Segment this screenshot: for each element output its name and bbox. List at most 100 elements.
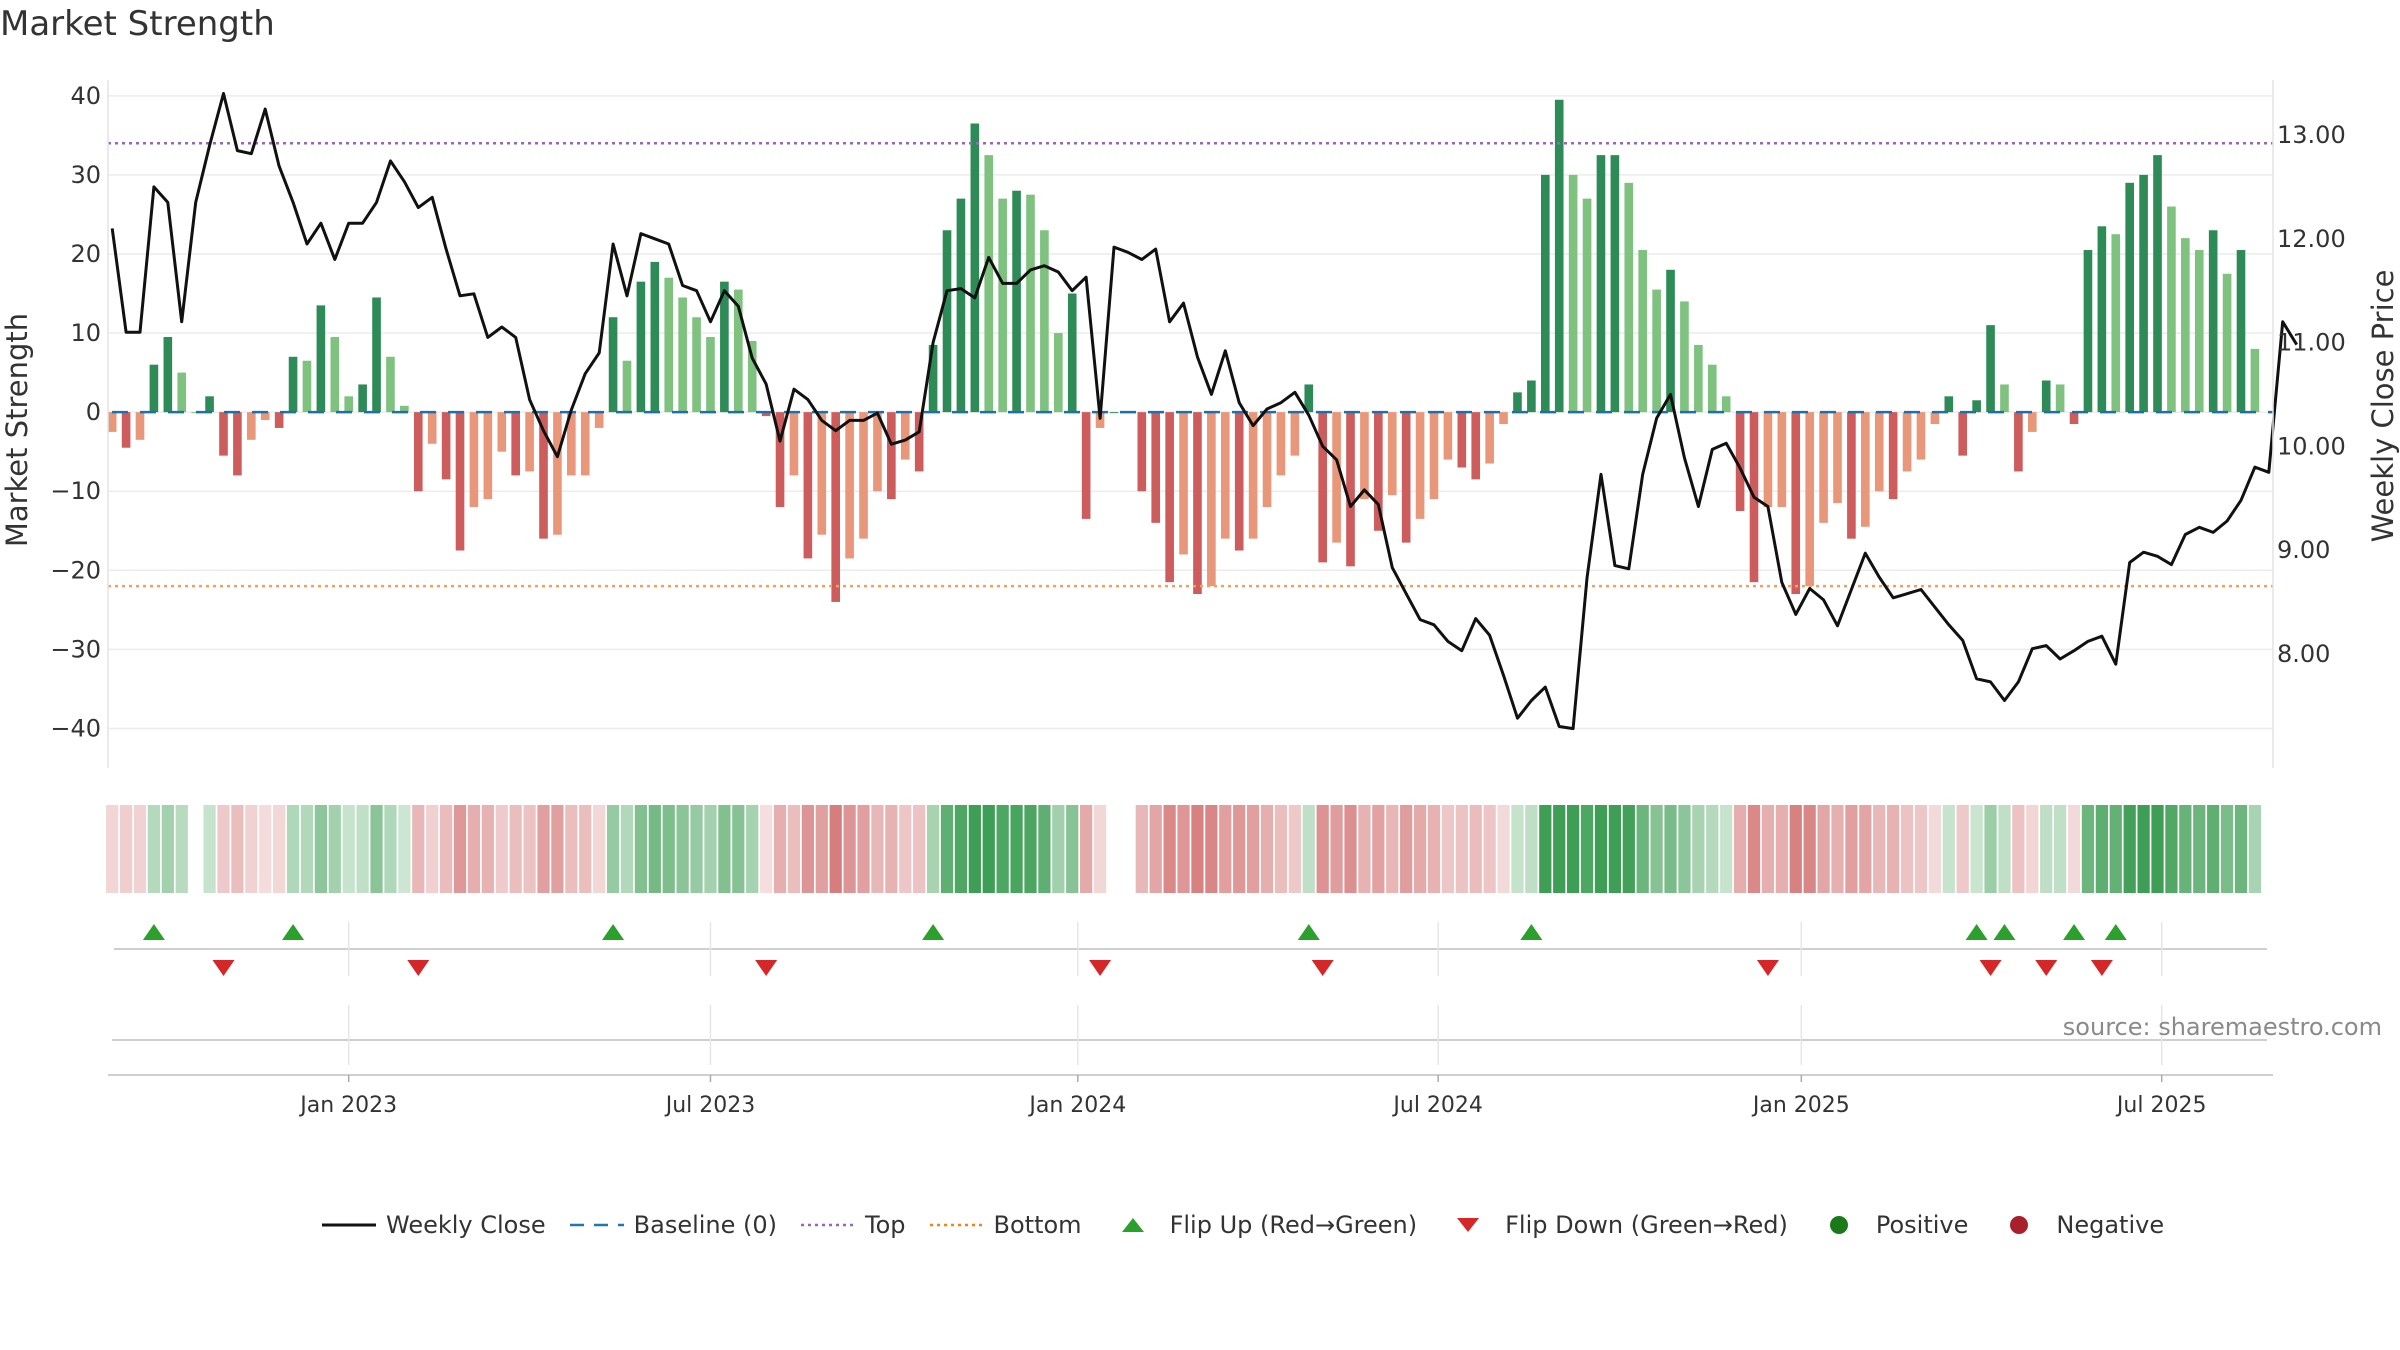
x-tick-label: Jul 2025 bbox=[2115, 1093, 2207, 1118]
strength-bar bbox=[1095, 412, 1105, 428]
legend-symbol-icon bbox=[799, 1215, 857, 1235]
strength-bar bbox=[1596, 155, 1606, 413]
strength-bar bbox=[1499, 412, 1508, 424]
flip-down-marker bbox=[755, 960, 778, 976]
strength-bar bbox=[2097, 226, 2107, 413]
strength-bar bbox=[1109, 412, 1119, 414]
source-label: source: sharemaestro.com bbox=[2062, 1013, 2382, 1041]
strength-bar bbox=[344, 396, 354, 413]
strip-cell bbox=[314, 805, 328, 893]
strength-bar bbox=[553, 412, 562, 535]
flip-down-marker bbox=[2090, 960, 2113, 976]
strip-cell bbox=[481, 805, 494, 893]
strength-bar bbox=[2236, 250, 2246, 413]
strip-cell bbox=[579, 805, 592, 893]
strength-bar bbox=[177, 372, 187, 413]
strength-bar bbox=[817, 412, 827, 535]
legend-label: Top bbox=[865, 1211, 906, 1239]
strength-bar bbox=[358, 384, 367, 413]
strength-bar bbox=[2027, 412, 2037, 432]
strip-cell bbox=[1149, 805, 1162, 893]
strength-bar bbox=[2222, 273, 2232, 413]
y2-tick-label: 9.00 bbox=[2277, 536, 2330, 564]
strength-bar bbox=[1874, 412, 1884, 492]
strip-cell bbox=[899, 805, 912, 893]
strength-bar bbox=[2250, 348, 2260, 413]
strip-cell bbox=[1817, 805, 1830, 893]
strength-bar bbox=[372, 297, 381, 413]
strength-bar bbox=[2000, 384, 2009, 413]
strip-cell bbox=[2081, 805, 2095, 893]
strip-cell bbox=[1066, 805, 1079, 893]
strip-cell bbox=[676, 805, 689, 893]
strip-cell bbox=[1108, 805, 1120, 893]
strength-bar bbox=[316, 305, 326, 413]
flip-down-marker bbox=[1756, 960, 1779, 976]
y2-tick-label: 8.00 bbox=[2277, 640, 2330, 668]
flip-down-marker bbox=[1311, 960, 1334, 976]
strength-bar bbox=[413, 412, 423, 492]
strip-cell bbox=[1900, 805, 1914, 893]
strength-bar bbox=[205, 396, 214, 413]
y2-tick-label: 10.00 bbox=[2277, 432, 2346, 460]
strip-cell bbox=[593, 805, 606, 893]
strength-bar bbox=[121, 412, 131, 448]
strip-cell bbox=[1636, 805, 1649, 893]
strength-bar bbox=[873, 412, 882, 492]
strip-cell bbox=[286, 805, 300, 893]
strength-bar bbox=[1763, 412, 1773, 508]
strength-bar bbox=[525, 412, 534, 472]
strip-cell bbox=[1413, 805, 1427, 893]
x-tick-label: Jan 2024 bbox=[1027, 1093, 1126, 1118]
strength-bar bbox=[789, 412, 799, 476]
strip-cell bbox=[1775, 805, 1788, 893]
strip-cell bbox=[2220, 805, 2234, 893]
strength-bar bbox=[288, 356, 298, 413]
strip-cell bbox=[857, 805, 870, 893]
strength-bar bbox=[1721, 396, 1731, 413]
strip-cell bbox=[1720, 805, 1733, 893]
strength-bar bbox=[191, 412, 200, 414]
strip-cell bbox=[1553, 805, 1566, 893]
y-tick-label: −10 bbox=[50, 477, 101, 505]
strength-bar bbox=[1193, 412, 1202, 595]
flip-down-marker bbox=[1979, 960, 2002, 976]
strip-cell bbox=[1650, 805, 1663, 893]
strip-cell bbox=[175, 805, 188, 893]
strip-cell bbox=[1135, 805, 1148, 893]
strength-bar bbox=[1429, 412, 1439, 500]
strip-cell bbox=[1580, 805, 1594, 893]
strip-cell bbox=[1316, 805, 1329, 893]
strength-bar bbox=[1624, 182, 1634, 413]
flip-up-marker bbox=[602, 924, 625, 940]
strip-cell bbox=[161, 805, 174, 893]
strength-bar bbox=[1861, 412, 1870, 527]
strength-bar bbox=[2111, 234, 2121, 413]
y2-tick-label: 12.00 bbox=[2277, 225, 2346, 253]
strength-bar bbox=[1290, 412, 1300, 456]
strip-cell bbox=[871, 805, 884, 893]
strength-bar bbox=[859, 412, 868, 539]
x-tick-label: Jul 2024 bbox=[1391, 1093, 1483, 1118]
strength-bar bbox=[469, 412, 479, 508]
strength-bar bbox=[650, 261, 660, 413]
strength-strip bbox=[106, 805, 2262, 893]
strength-bar bbox=[1151, 412, 1161, 523]
flip-down-marker bbox=[212, 960, 235, 976]
strip-cell bbox=[217, 805, 230, 893]
strip-cell bbox=[843, 805, 856, 893]
strip-cell bbox=[926, 805, 940, 893]
strip-cell bbox=[1288, 805, 1301, 893]
strength-bar bbox=[274, 412, 284, 428]
strength-bar bbox=[1819, 412, 1828, 523]
strength-bar bbox=[1443, 412, 1453, 460]
strip-cell bbox=[231, 805, 244, 893]
y-tick-label: 40 bbox=[70, 82, 101, 110]
strength-bar bbox=[1332, 412, 1341, 543]
strength-bar bbox=[664, 277, 674, 413]
strip-cell bbox=[606, 805, 620, 893]
strip-cell bbox=[913, 805, 926, 893]
strip-cell bbox=[1386, 805, 1399, 893]
strength-bar bbox=[1248, 412, 1258, 539]
strip-cell bbox=[996, 805, 1009, 893]
